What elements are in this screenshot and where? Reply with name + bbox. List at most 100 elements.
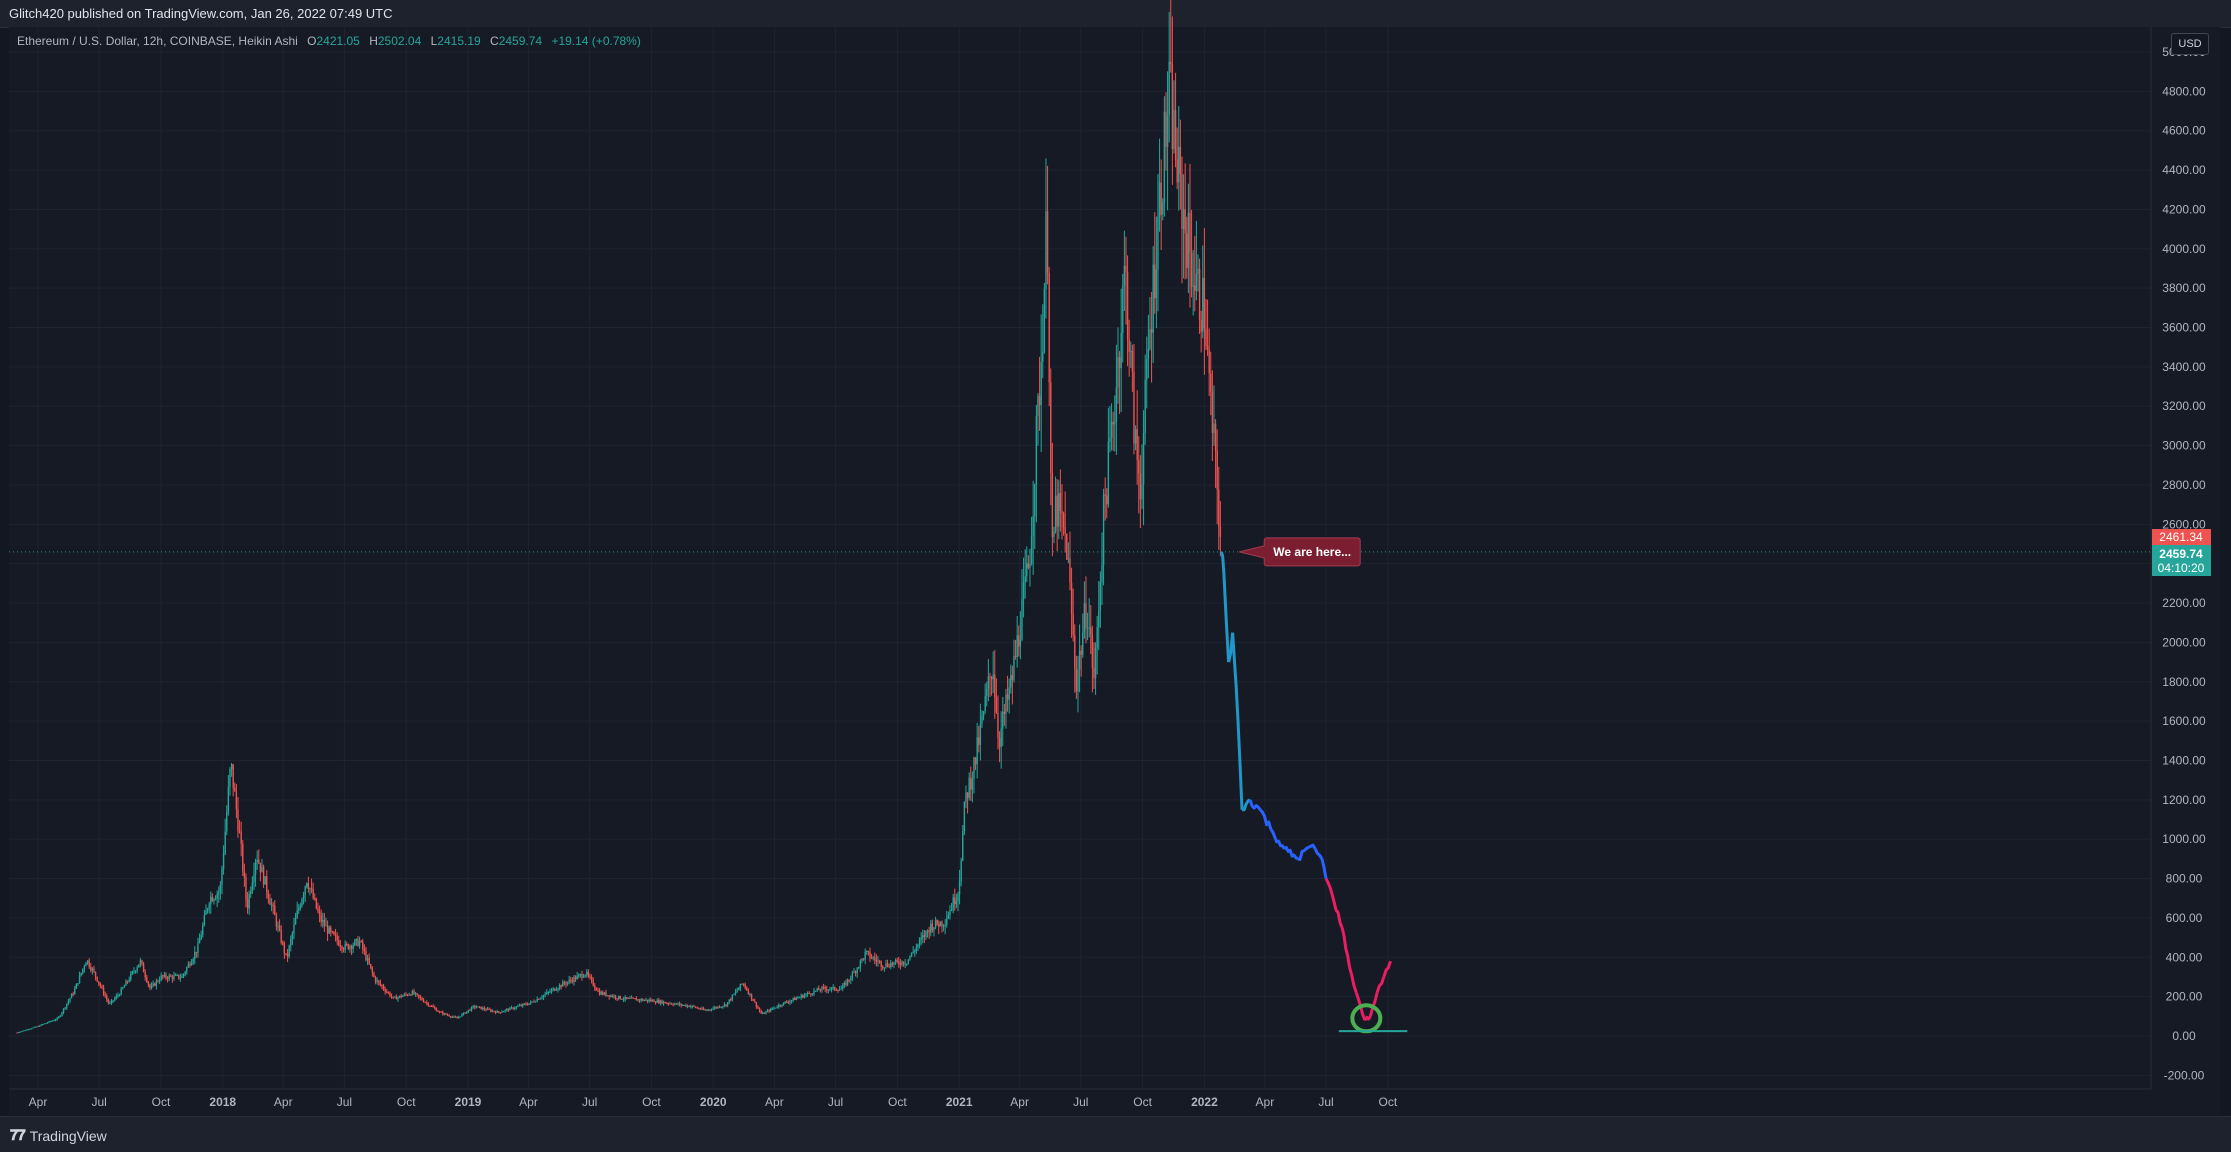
candle-body <box>906 963 908 965</box>
candle-body <box>134 970 137 972</box>
candle-body <box>669 1003 671 1005</box>
we-are-here-callout[interactable]: We are here... <box>1239 537 1361 567</box>
candle-body <box>350 946 353 949</box>
candle-body <box>374 976 377 982</box>
time-axis[interactable]: Apr Jul Oct 2018 Apr Jul Oct 2019 Apr Jul Oct 2020 A… <box>9 1088 2151 1109</box>
candle-body <box>130 973 132 980</box>
candle-body <box>19 1031 22 1033</box>
y-tick-label: 400.00 <box>2166 950 2203 964</box>
candle-body <box>181 976 183 978</box>
candle-body <box>245 877 247 900</box>
candle-body <box>562 982 564 987</box>
projection-path <box>1219 551 1392 1022</box>
candle-body <box>61 1012 63 1016</box>
candle-body <box>221 868 223 885</box>
candle-body <box>696 1007 698 1009</box>
x-tick-label: 2021 <box>946 1095 973 1109</box>
candle-body <box>371 967 374 973</box>
candle-body <box>803 995 806 998</box>
candle-body <box>258 859 260 863</box>
candle-body <box>398 995 401 998</box>
tradingview-logo[interactable]: 𝟕𝟕 TradingView <box>10 1127 107 1144</box>
candle-body <box>354 940 356 946</box>
candle-body <box>226 812 228 832</box>
candle-body <box>896 959 898 962</box>
projection-segment <box>1219 551 1226 574</box>
projection-segment <box>1330 893 1344 929</box>
candle-body <box>598 990 601 995</box>
candle-body <box>571 980 574 982</box>
candle-body <box>152 983 154 986</box>
candle-body <box>859 960 862 968</box>
candle-body <box>285 953 287 955</box>
candle-body <box>1102 494 1105 565</box>
candle-body <box>997 712 999 738</box>
candle-body <box>227 787 230 813</box>
candle-body <box>742 983 745 985</box>
bottom-bar: 𝟕𝟕 TradingView <box>0 1116 2231 1152</box>
candle-body <box>355 938 358 941</box>
candle-body <box>955 900 958 905</box>
candle-body <box>334 934 337 936</box>
price-axis[interactable]: -200.00 0.00 200.00 400.00 600.00 800.00 1000.… <box>2150 27 2206 1089</box>
candle-body <box>883 967 886 969</box>
candle-body <box>184 971 186 974</box>
candle-body <box>605 992 607 996</box>
candle-body <box>1083 603 1086 633</box>
candle-body <box>72 993 74 995</box>
candle-body <box>1171 64 1174 150</box>
candle-body <box>131 971 134 974</box>
candle-body <box>438 1011 441 1013</box>
candle-body <box>1014 655 1017 658</box>
candle-body <box>344 943 346 950</box>
candle-body <box>104 994 106 997</box>
candle-body <box>685 1005 687 1007</box>
candle-body <box>1166 115 1169 147</box>
candle-body <box>666 1003 668 1005</box>
candle-body <box>728 999 730 1003</box>
candle-body <box>339 945 342 947</box>
candle-body <box>109 1002 111 1004</box>
candle-body <box>778 1004 780 1008</box>
x-tick-label: Jul <box>828 1095 843 1109</box>
currency-badge[interactable]: USD <box>2171 33 2209 55</box>
candle-body <box>845 982 847 985</box>
candle-body <box>1211 392 1214 433</box>
candle-body <box>456 1017 458 1019</box>
callout-label: We are here... <box>1273 545 1351 559</box>
x-tick-label: Oct <box>642 1095 661 1109</box>
candle-body <box>550 989 553 992</box>
candle-body <box>757 1006 759 1009</box>
candle-body <box>78 975 81 984</box>
candle-body <box>1035 415 1038 485</box>
y-tick-label: 1200.00 <box>2162 793 2206 807</box>
x-tick-label: Oct <box>1379 1095 1398 1109</box>
candle-body <box>971 778 974 790</box>
close-label: C <box>490 34 499 48</box>
candle-body <box>523 1003 526 1005</box>
candle-body <box>688 1005 690 1007</box>
candle-body <box>590 977 593 980</box>
candle-body <box>499 1012 502 1014</box>
candle-body <box>1056 495 1058 527</box>
candle-body <box>1158 182 1161 217</box>
candle-body <box>462 1012 465 1015</box>
y-tick-label: 4800.00 <box>2162 84 2206 98</box>
candle-body <box>1216 450 1218 490</box>
x-tick-label: 2019 <box>455 1095 482 1109</box>
candle-body <box>744 984 746 988</box>
candle-body <box>18 1032 20 1034</box>
candle-body <box>123 985 126 988</box>
candle-body <box>629 997 631 999</box>
candle-body <box>914 951 916 953</box>
candle-body <box>1029 564 1031 568</box>
candle-body <box>253 874 255 883</box>
chart-pane[interactable] <box>9 27 2220 1115</box>
candle-body <box>502 1011 505 1013</box>
candle-body <box>1101 564 1103 583</box>
y-tick-label: 200.00 <box>2166 990 2203 1004</box>
candle-body <box>824 987 826 989</box>
symbol-legend[interactable]: Ethereum / U.S. Dollar, 12h, COINBASE, H… <box>17 34 647 48</box>
candle-body <box>379 982 382 985</box>
